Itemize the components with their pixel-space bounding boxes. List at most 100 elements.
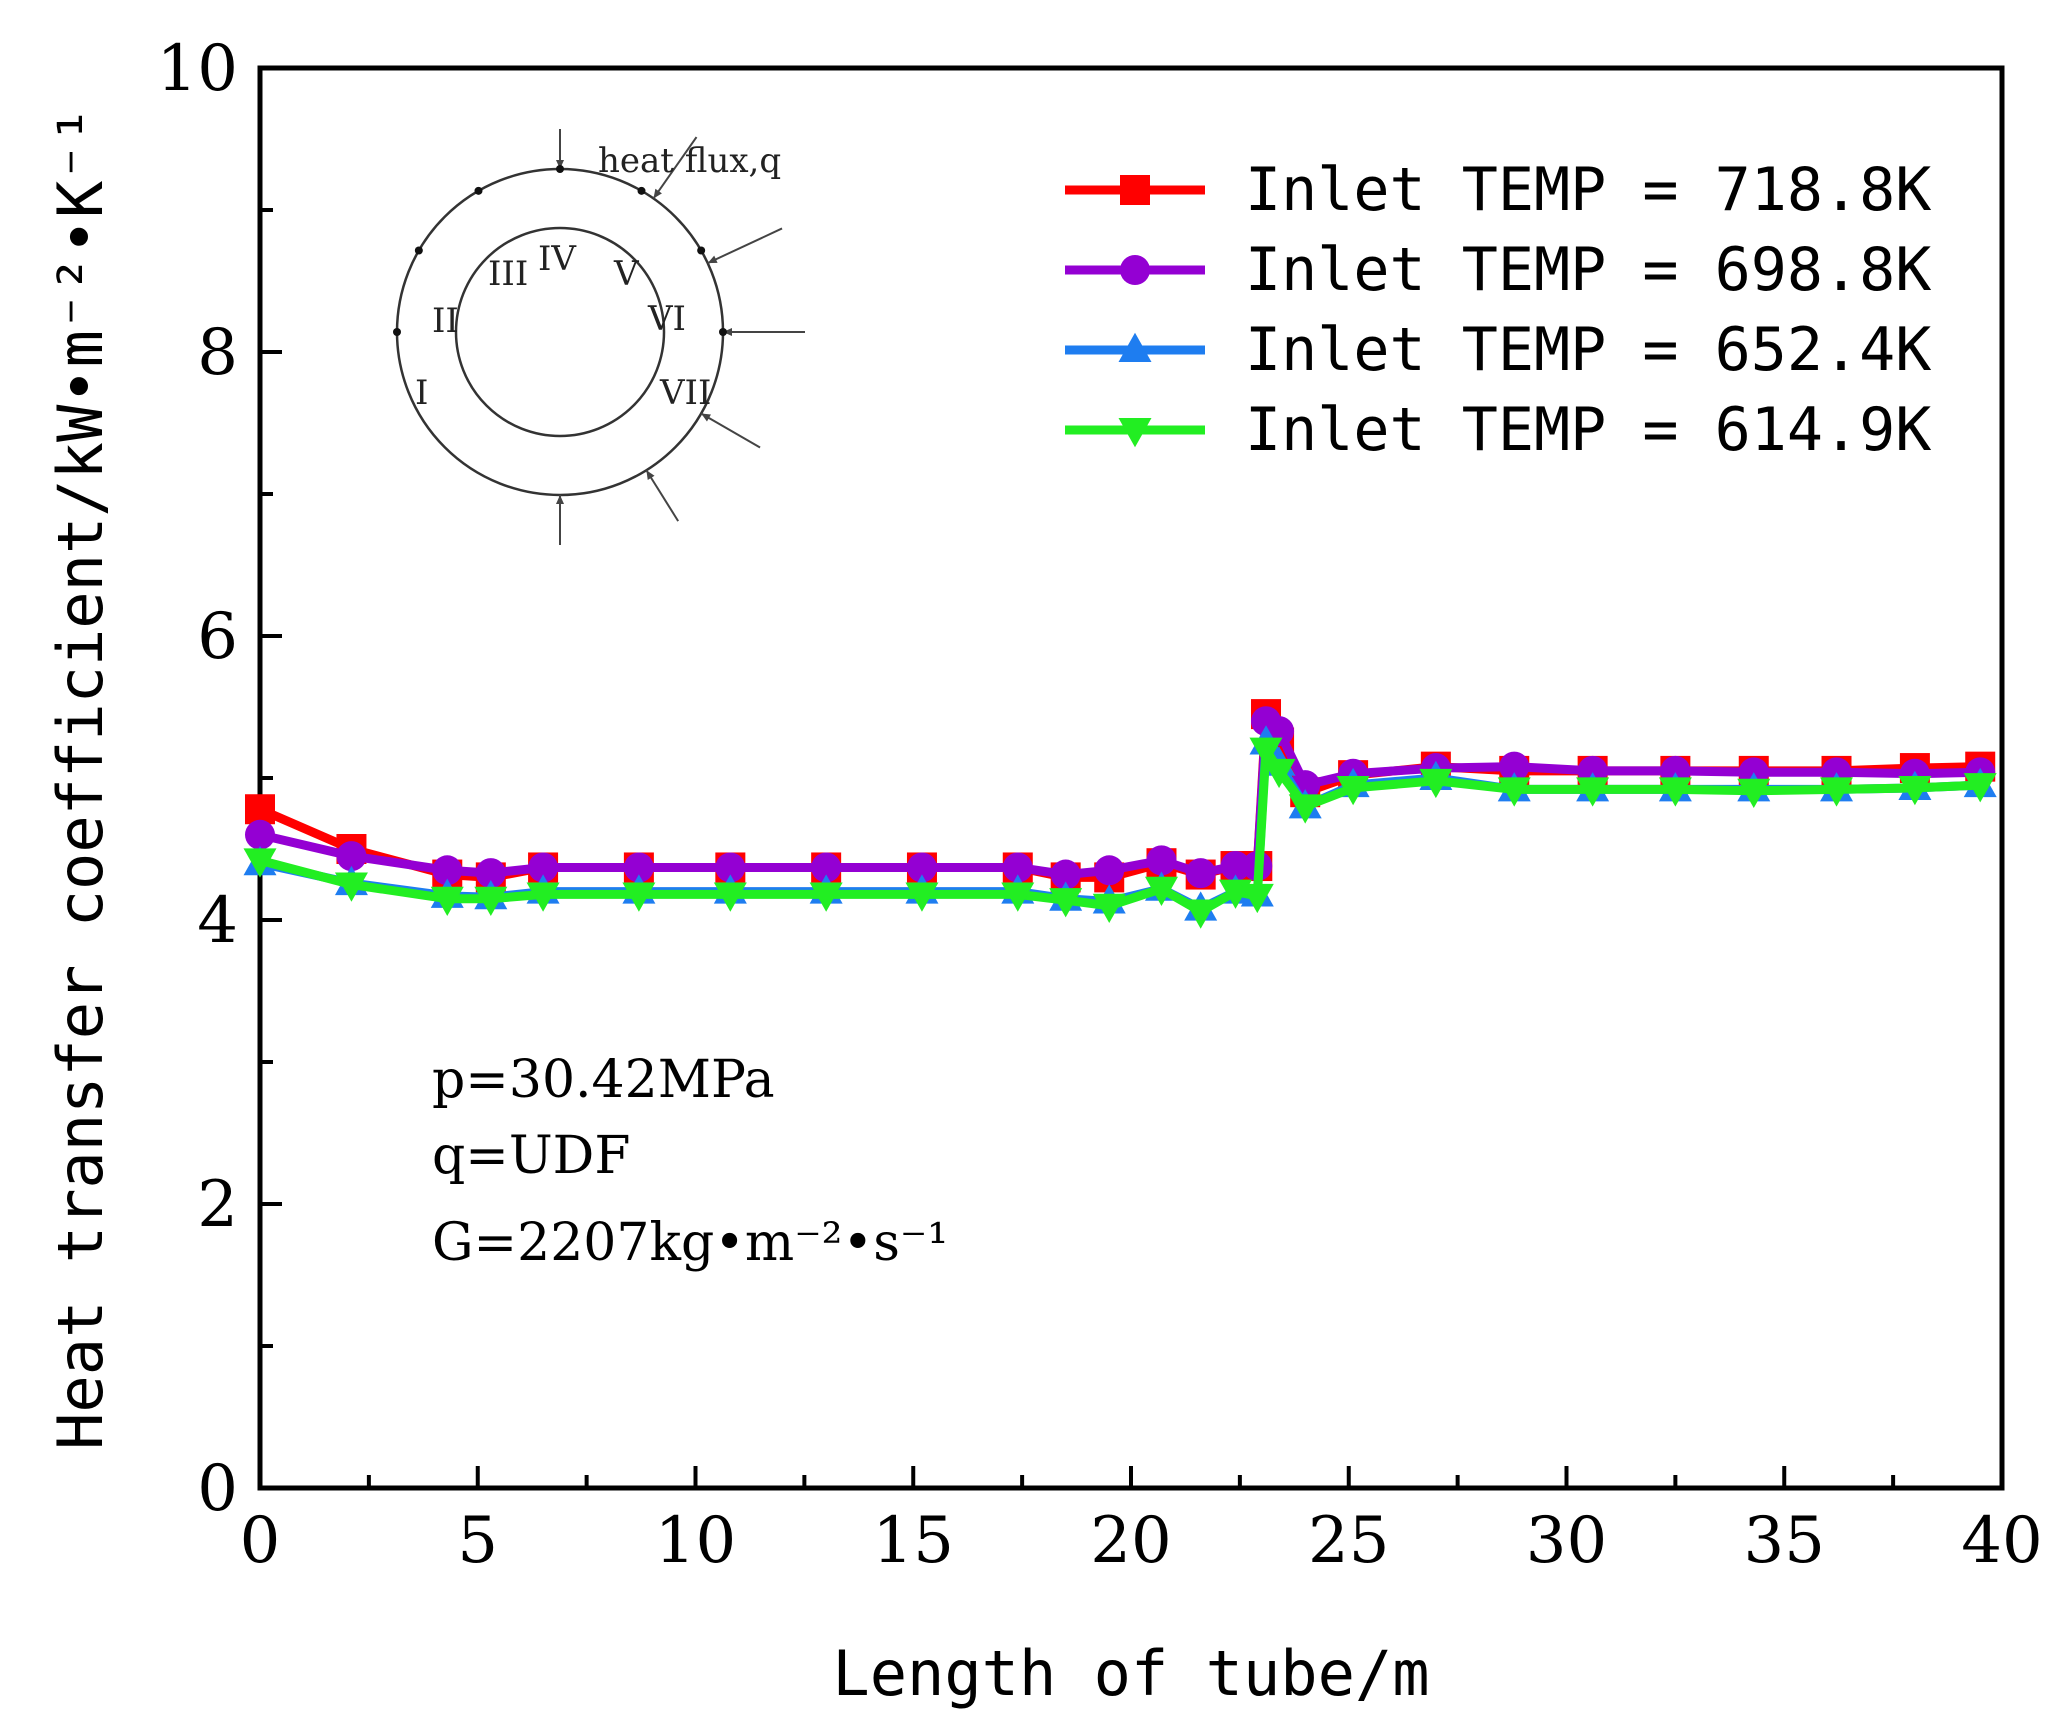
position-label-vii: VII [659, 373, 711, 413]
heat-flux-arrow [707, 227, 783, 265]
position-dot [697, 246, 706, 255]
x-tick-label: 5 [457, 1504, 498, 1578]
data-point-triangle-up [1118, 332, 1152, 362]
condition-mass-flux: G=2207kg•m⁻²•s⁻¹ [432, 1213, 948, 1273]
position-dot [393, 328, 401, 336]
position-label-ii: II [432, 301, 459, 341]
data-point-triangle-down [1658, 777, 1692, 807]
position-dot [556, 165, 564, 173]
tube-cross-section-inset: heat flux,q I II III IV V VI VII [393, 129, 805, 545]
data-point-triangle-down [1497, 777, 1531, 807]
data-point-square [245, 794, 275, 825]
data-point-square [1120, 175, 1150, 205]
arrow-head [723, 328, 732, 336]
arrow-head [556, 160, 564, 169]
data-point-circle [715, 852, 746, 883]
x-tick-label: 40 [1961, 1504, 2042, 1578]
legend-label: Inlet TEMP = 652.4K [1245, 315, 1931, 385]
x-tick-label: 25 [1308, 1504, 1389, 1578]
x-tick-label: 0 [240, 1504, 281, 1578]
legend-item: Inlet TEMP = 652.4K [1065, 315, 1931, 385]
y-axis-label: Heat transfer coefficient/kW•m⁻²•K⁻¹ [44, 106, 117, 1450]
y-tick-labels: 0 2 4 6 8 10 [157, 32, 238, 1526]
legend-item: Inlet TEMP = 614.9K [1065, 395, 1931, 465]
data-point-circle [1499, 751, 1530, 782]
data-point-triangle-down [1092, 893, 1126, 924]
y-tick-label: 4 [197, 884, 238, 958]
data-point-triangle-down [1419, 768, 1453, 799]
condition-pressure: p=30.42MPa [432, 1050, 775, 1110]
data-point-circle [245, 819, 275, 850]
data-point-triangle-down [1737, 778, 1771, 809]
position-dot [474, 186, 483, 195]
arrow-head [701, 413, 711, 422]
arrow-head [646, 470, 655, 480]
data-point-triangle-down [1240, 883, 1274, 914]
heat-flux-arrow [652, 136, 698, 200]
data-point-triangle-down [622, 882, 656, 912]
data-point-triangle-down [1001, 882, 1035, 912]
x-tick-label: 20 [1090, 1504, 1171, 1578]
legend-label: Inlet TEMP = 614.9K [1245, 395, 1931, 465]
heat-flux-arrows [556, 129, 805, 545]
legend-label: Inlet TEMP = 698.8K [1245, 235, 1931, 305]
y-tick-label: 8 [197, 316, 238, 390]
position-label-iii: III [488, 254, 528, 294]
y-tick-label: 2 [197, 1168, 238, 1242]
data-point-triangle-down [1963, 773, 1997, 803]
data-point-triangle-down [334, 872, 368, 902]
position-label-i: I [415, 373, 428, 413]
heat-flux-arrow [645, 469, 680, 522]
data-point-triangle-down [1576, 777, 1610, 807]
data-point-triangle-down [1898, 775, 1932, 806]
series-line [255, 716, 1985, 880]
legend-item: Inlet TEMP = 718.8K [1065, 155, 1931, 225]
data-point-circle [906, 852, 937, 883]
data-point-circle [336, 841, 367, 872]
position-dot [637, 186, 646, 195]
data-point-circle [811, 852, 842, 883]
data-point-circle [1094, 855, 1125, 886]
arrow-head [653, 188, 662, 199]
data-point-triangle-down [809, 882, 843, 912]
data-point-circle [1120, 255, 1150, 285]
x-tick-label: 15 [873, 1504, 954, 1578]
series-layer [243, 699, 1997, 929]
data-point-triangle-down [243, 848, 277, 878]
position-dot [719, 328, 727, 336]
series-line [255, 745, 1985, 916]
position-label-vi: VI [647, 299, 686, 339]
data-point-circle [1050, 859, 1081, 890]
inset-title: heat flux,q [598, 141, 781, 181]
heat-flux-arrow [700, 412, 761, 449]
position-label-v: V [613, 254, 640, 294]
data-point-triangle-down [1262, 758, 1296, 789]
data-point-triangle-down [430, 886, 464, 916]
data-point-triangle-down [1049, 888, 1083, 918]
x-tick-label: 30 [1526, 1504, 1607, 1578]
series-4 [243, 737, 1997, 929]
data-point-circle [1185, 858, 1216, 889]
legend-label: Inlet TEMP = 718.8K [1245, 155, 1931, 225]
position-dot [414, 246, 423, 255]
legend-item: Inlet TEMP = 698.8K [1065, 235, 1931, 305]
y-tick-label: 10 [157, 32, 238, 106]
data-point-triangle-down [1336, 775, 1370, 806]
x-axis-label: Length of tube/m [832, 1637, 1429, 1710]
condition-heat-flux: q=UDF [432, 1126, 630, 1186]
data-point-circle [1220, 851, 1251, 882]
data-point-circle [475, 858, 506, 889]
data-point-triangle-down [1820, 777, 1854, 807]
data-point-circle [432, 855, 463, 886]
position-dots [393, 165, 727, 336]
arrow-head [556, 495, 564, 504]
data-point-circle [1002, 852, 1033, 883]
x-tick-label: 10 [655, 1504, 736, 1578]
data-point-triangle-down [1249, 737, 1283, 767]
data-point-triangle-down [1144, 876, 1178, 907]
data-point-circle [623, 852, 654, 883]
data-point-triangle-down [474, 886, 508, 916]
data-point-triangle-down [1184, 899, 1218, 929]
legend: Inlet TEMP = 718.8K Inlet TEMP = 698.8K In… [1065, 155, 1931, 465]
